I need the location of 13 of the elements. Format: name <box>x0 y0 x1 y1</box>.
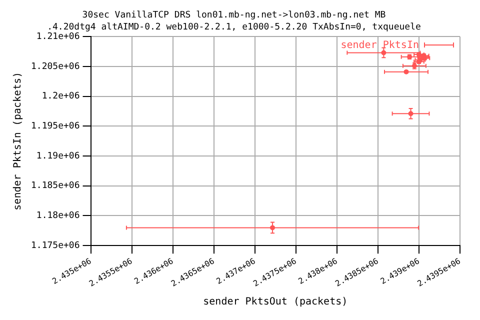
y-tick-label: 1.175e+06 <box>30 240 80 251</box>
y-tick-label: 1.195e+06 <box>30 122 80 132</box>
chart-title: 30sec VanillaTCP DRS lon01.mb-ng.net->lon03.mb-ng.net MB <box>82 10 386 21</box>
y-tick-label: 1.18e+06 <box>36 211 80 222</box>
y-tick-label: 1.205e+06 <box>30 62 80 72</box>
y-tick-label: 1.21e+06 <box>36 32 80 42</box>
y-tick-label: 1.2e+06 <box>42 92 80 102</box>
legend-label: sender PktsIn <box>340 40 419 51</box>
x-axis-title: sender PktsOut (packets) <box>203 296 348 308</box>
y-tick-label: 1.185e+06 <box>30 181 80 192</box>
chart-subtitle: .4.20dtg4 altAIMD-0.2 web100-2.2.1, e1000-5.2.20 TxAbsIn=0, txqueuele <box>47 22 421 33</box>
y-tick-label: 1.19e+06 <box>36 151 80 162</box>
y-axis-title: sender PktsIn (packets) <box>12 72 24 210</box>
